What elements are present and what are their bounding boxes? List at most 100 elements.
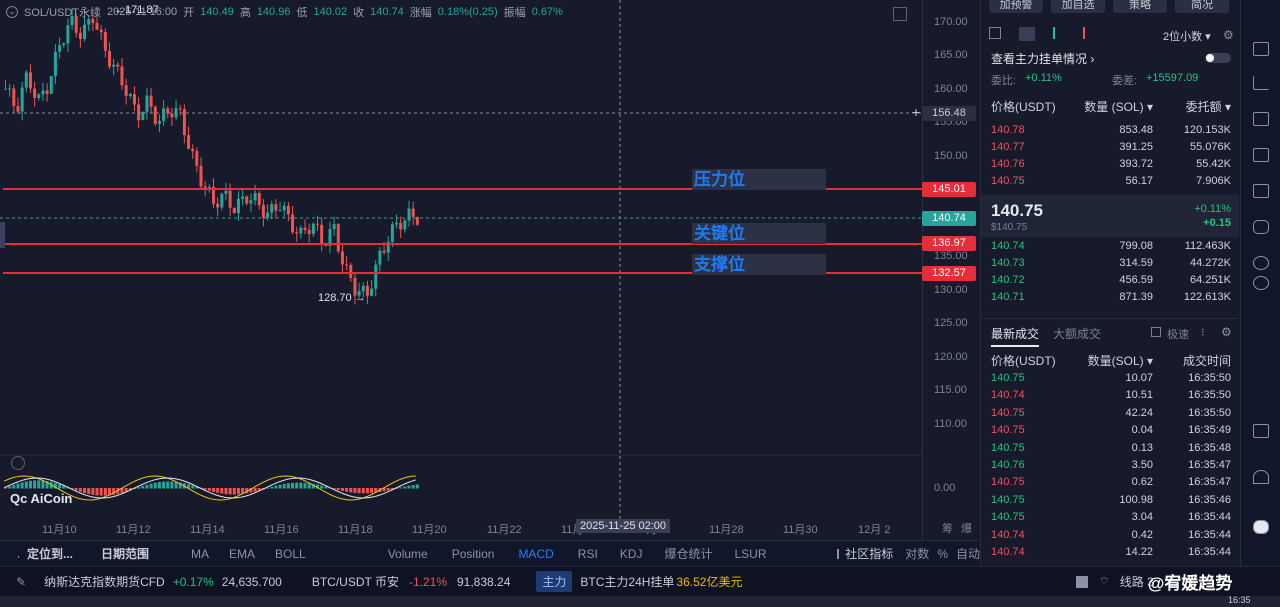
auto-toggle[interactable]: 自动 <box>955 547 980 561</box>
ask-row[interactable]: 140.75 56.17 7.906K <box>991 175 1231 192</box>
ask-qty: 393.72 <box>1119 158 1153 170</box>
macd-bar <box>62 485 66 489</box>
mascot-icon[interactable] <box>1253 520 1269 534</box>
decimals-select[interactable]: 2位小数 ▾ <box>1163 31 1211 43</box>
collapse-icon[interactable]: ⌄ <box>6 6 18 18</box>
chat-icon[interactable] <box>1253 276 1269 290</box>
ask-row[interactable]: 140.77 391.25 55.076K <box>991 141 1231 158</box>
sub-rsi[interactable]: RSI <box>577 546 598 561</box>
sub-position[interactable]: Position <box>451 546 495 561</box>
bid-row[interactable]: 140.73 314.59 44.272K <box>991 257 1231 274</box>
price-tick: 170.00 <box>934 16 968 28</box>
sub-kdj[interactable]: KDJ <box>619 546 643 561</box>
trade-qty: 0.13 <box>1131 441 1153 454</box>
indicator-ema[interactable]: EMA <box>229 546 256 561</box>
tab-latest-trades[interactable]: 最新成交 <box>991 325 1040 347</box>
timer-icon[interactable] <box>1253 256 1269 270</box>
macd-bar <box>8 486 12 489</box>
trade-price: 140.74 <box>991 528 1025 541</box>
trade-time: 16:35:44 <box>1188 511 1231 524</box>
ask-row[interactable]: 140.78 853.48 120.153K <box>991 124 1231 141</box>
sub-lsur[interactable]: LSUR <box>734 546 767 561</box>
bid-row[interactable]: 140.72 456.59 64.251K <box>991 274 1231 291</box>
book-both-icon[interactable] <box>989 27 1001 39</box>
log-toggle[interactable]: 对数 <box>905 547 930 561</box>
network-line[interactable]: 线路 3 <box>1119 575 1154 589</box>
trade-col-qty[interactable]: 数量(SOL) ▾ <box>1087 354 1153 368</box>
ticker-2-name[interactable]: BTC/USDT 币安 <box>311 575 399 589</box>
trade-qty: 0.04 <box>1131 424 1153 437</box>
strategy-button[interactable]: 策略 <box>1113 0 1167 13</box>
macd-bar <box>324 486 328 489</box>
sub-macd[interactable]: MACD <box>518 546 554 561</box>
trades-settings-icon[interactable]: ⚙ <box>1221 325 1232 339</box>
settings-icon[interactable]: ⚙ <box>1223 28 1234 42</box>
bid-row[interactable]: 140.74 799.08 112.463K <box>991 240 1231 257</box>
macd-bar <box>178 482 182 489</box>
resistance-line[interactable] <box>3 188 923 190</box>
support-icon[interactable] <box>1253 470 1269 484</box>
change-value: 0.18%(0.25) <box>437 6 498 18</box>
overview-button[interactable]: 简况 <box>1175 0 1229 13</box>
bid-row[interactable]: 140.71 871.39 122.613K <box>991 291 1231 308</box>
macd-bar <box>95 488 99 496</box>
calculator-icon[interactable] <box>1253 184 1269 198</box>
fast-checkbox[interactable] <box>1151 327 1161 337</box>
layout-icon[interactable] <box>1253 424 1269 438</box>
locate-icon[interactable] <box>18 550 19 558</box>
candle <box>174 108 178 118</box>
indicator-ma[interactable]: MA <box>191 546 209 561</box>
ticker-1-name[interactable]: 纳斯达克指数期货CFD <box>44 575 165 589</box>
community-icon[interactable] <box>836 548 840 559</box>
watchlist-button[interactable]: 加自选 <box>1051 0 1105 13</box>
book-asks-icon[interactable] <box>1083 27 1095 39</box>
low-marker-value: 128.70 <box>318 292 352 304</box>
candle <box>374 264 378 289</box>
ask-price: 140.75 <box>991 175 1025 187</box>
book-split-icon[interactable] <box>1019 27 1035 41</box>
fullscreen-icon[interactable] <box>893 7 907 21</box>
filter-icon[interactable]: ⁝ <box>1201 327 1205 339</box>
help-icon[interactable] <box>1076 575 1089 588</box>
ticker-2-chg: -1.21% <box>408 574 447 589</box>
robot-icon[interactable] <box>1253 220 1269 234</box>
community-indicators[interactable]: 社区指标 <box>845 547 894 561</box>
depth-icon[interactable] <box>1253 148 1269 162</box>
candle <box>224 190 228 194</box>
alert-button[interactable]: 加预警 <box>989 0 1043 13</box>
chart-area[interactable]: + ⌄ SOL/USDT永续 2025-11 16:00 开 140.49 高 14… <box>0 0 980 540</box>
ohlc-header: ⌄ SOL/USDT永续 2025-11 16:00 开 140.49 高 140.… <box>0 0 563 24</box>
left-drag-handle[interactable] <box>0 222 5 248</box>
sub-liquidation[interactable]: 爆仓统计 <box>664 547 713 561</box>
axis-right-b[interactable]: 爆 <box>961 523 972 535</box>
tab-large-trades[interactable]: 大额成交 <box>1053 327 1102 341</box>
candle <box>286 205 290 215</box>
macd-bar <box>316 484 319 489</box>
col-qty[interactable]: 数量 (SOL) ▾ <box>1084 100 1153 114</box>
candle <box>120 66 124 86</box>
trade-col-qty-text: 数量(SOL) <box>1087 354 1144 368</box>
range-button[interactable]: 日期范围 <box>100 547 149 561</box>
sub-volume[interactable]: Volume <box>387 546 428 561</box>
chart-icon[interactable] <box>1253 76 1269 90</box>
indicator-toggle-icon[interactable] <box>11 456 25 470</box>
fast-label[interactable]: 极速 <box>1167 329 1189 341</box>
macd-bar <box>195 486 199 489</box>
monitor-icon[interactable] <box>1253 112 1269 126</box>
orderbook-toggle[interactable] <box>1205 53 1231 63</box>
axis-right-a[interactable]: 筹 <box>942 523 953 535</box>
orderbook-icon[interactable] <box>1253 42 1269 56</box>
pencil-icon[interactable]: ✎ <box>16 574 27 589</box>
candlestick-canvas[interactable]: + <box>0 0 922 540</box>
locate-button[interactable]: 定位到... <box>26 547 73 561</box>
candle <box>141 111 145 121</box>
ask-row[interactable]: 140.76 393.72 55.42K <box>991 158 1231 175</box>
orderbook-title[interactable]: 查看主力挂单情况 › <box>991 52 1095 66</box>
col-amount[interactable]: 委托额 ▾ <box>1185 100 1231 114</box>
book-bids-icon[interactable] <box>1053 27 1065 39</box>
key-level-line[interactable] <box>3 243 923 245</box>
support-line[interactable] <box>3 272 923 274</box>
candle <box>195 151 199 166</box>
pct-toggle[interactable]: % <box>937 546 948 561</box>
indicator-boll[interactable]: BOLL <box>275 546 306 561</box>
